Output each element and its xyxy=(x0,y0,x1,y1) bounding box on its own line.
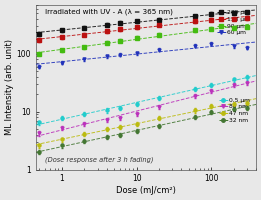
Legend: 0.5 μm, 80 nm, 47 nm, 32 nm: 0.5 μm, 80 nm, 47 nm, 32 nm xyxy=(218,97,251,123)
Text: Irradiated with UV - A (λ = 365 nm): Irradiated with UV - A (λ = 365 nm) xyxy=(45,8,173,15)
Text: (Dose response after 3 h fading): (Dose response after 3 h fading) xyxy=(45,156,153,163)
Y-axis label: ML Intensity (arb. unit): ML Intensity (arb. unit) xyxy=(5,39,14,135)
X-axis label: Dose (mJ/cm²): Dose (mJ/cm²) xyxy=(116,186,176,195)
